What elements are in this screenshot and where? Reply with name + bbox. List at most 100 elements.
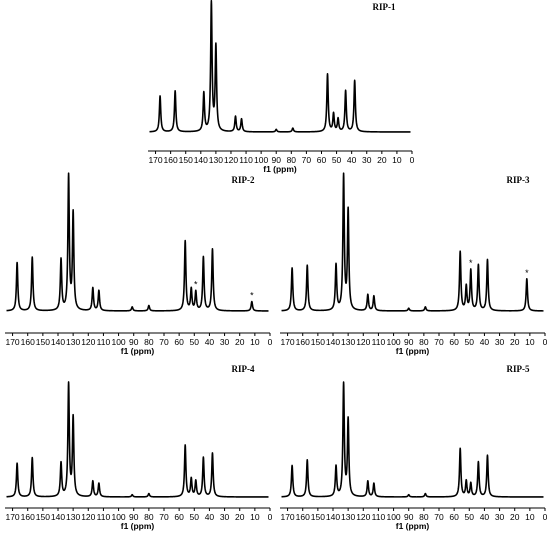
x-tick-label: 90 [404, 512, 414, 522]
x-tick-label: 150 [36, 512, 50, 522]
x-tick-label: 100 [111, 337, 125, 347]
x-tick-label: 20 [235, 512, 245, 522]
spectrum-panel-5: 170 160 150 140 130 120 110 100 90 80 70 60 50 40 30 20… [280, 364, 548, 531]
x-tick-label: 150 [311, 337, 325, 347]
x-tick-label: 150 [179, 155, 193, 165]
x-tick-label: 120 [356, 337, 370, 347]
x-tick-label: 90 [129, 512, 139, 522]
x-tick-label: 140 [51, 337, 65, 347]
x-tick-label: 110 [97, 337, 111, 347]
spectrum-panel-4: 170 160 150 140 130 120 110 100 90 80 70 60 50 40 30 20… [5, 364, 273, 531]
x-tick-label: 50 [332, 155, 342, 165]
x-tick-label: 80 [287, 155, 297, 165]
x-tick-label: 0 [543, 512, 548, 522]
panel-title: RIP-1 [373, 2, 396, 12]
x-tick-label: 30 [220, 337, 230, 347]
x-tick-label: 50 [465, 337, 475, 347]
x-tick-label: 140 [326, 337, 340, 347]
x-tick-label: 60 [449, 337, 459, 347]
panel-title: RIP-4 [232, 364, 255, 374]
x-tick-label: 50 [190, 337, 200, 347]
spectrum-panel-1: 170 160 150 140 130 120 110 100 90 80 70 60 50 40 30 20… [148, 0, 415, 174]
x-tick-label: 100 [111, 512, 125, 522]
x-tick-label: 170 [148, 155, 162, 165]
x-tick-label: 120 [81, 512, 95, 522]
x-tick-label: 70 [434, 512, 444, 522]
x-tick-label: 160 [21, 512, 35, 522]
x-tick-label: 50 [190, 512, 200, 522]
x-tick-label: 110 [239, 155, 253, 165]
x-tick-label: 20 [510, 337, 520, 347]
x-tick-label: 0 [543, 337, 548, 347]
x-tick-label: 0 [268, 512, 273, 522]
panel-title: RIP-5 [507, 364, 530, 374]
x-tick-label: 80 [419, 512, 429, 522]
x-tick-label: 60 [317, 155, 327, 165]
x-tick-label: 10 [525, 512, 535, 522]
impurity-star-label: * [194, 279, 198, 289]
x-tick-label: 90 [129, 337, 139, 347]
x-tick-label: 0 [410, 155, 415, 165]
x-tick-label: 60 [174, 512, 184, 522]
x-tick-label: 140 [326, 512, 340, 522]
x-tick-label: 40 [347, 155, 357, 165]
x-tick-label: 10 [392, 155, 402, 165]
x-axis-title: f1 (ppm) [396, 521, 430, 531]
x-tick-label: 130 [66, 337, 80, 347]
x-tick-label: 30 [362, 155, 372, 165]
x-tick-label: 10 [250, 512, 260, 522]
x-tick-label: 70 [302, 155, 312, 165]
x-axis-title: f1 (ppm) [396, 346, 430, 356]
x-tick-label: 50 [465, 512, 475, 522]
x-tick-label: 160 [164, 155, 178, 165]
x-axis-title: f1 (ppm) [263, 164, 297, 174]
x-tick-label: 120 [81, 337, 95, 347]
x-tick-label: 160 [296, 512, 310, 522]
x-tick-label: 30 [220, 512, 230, 522]
x-tick-label: 40 [205, 337, 215, 347]
x-tick-label: 160 [296, 337, 310, 347]
x-tick-label: 110 [372, 337, 386, 347]
x-tick-label: 80 [144, 512, 154, 522]
spectrum-trace [5, 172, 270, 312]
x-tick-label: 140 [194, 155, 208, 165]
x-tick-label: 120 [356, 512, 370, 522]
x-tick-label: 150 [36, 337, 50, 347]
x-tick-label: 70 [159, 337, 169, 347]
impurity-star-label: * [469, 258, 473, 268]
x-tick-label: 20 [235, 337, 245, 347]
x-tick-label: 70 [159, 512, 169, 522]
x-tick-label: 20 [510, 512, 520, 522]
panel-title: RIP-3 [507, 175, 530, 185]
x-tick-label: 80 [144, 337, 154, 347]
x-axis-title: f1 (ppm) [121, 346, 155, 356]
x-tick-label: 80 [419, 337, 429, 347]
x-tick-label: 120 [224, 155, 238, 165]
x-tick-label: 10 [525, 337, 535, 347]
x-tick-label: 170 [280, 512, 294, 522]
impurity-star-label: * [250, 291, 254, 301]
x-tick-label: 130 [209, 155, 223, 165]
x-tick-label: 40 [480, 512, 490, 522]
x-tick-label: 90 [404, 337, 414, 347]
x-tick-label: 90 [271, 155, 281, 165]
spectrum-trace [280, 381, 545, 498]
x-tick-label: 130 [66, 512, 80, 522]
x-tick-label: 130 [341, 337, 355, 347]
x-tick-label: 30 [495, 512, 505, 522]
x-tick-label: 110 [97, 512, 111, 522]
panel-title: RIP-2 [232, 175, 255, 185]
spectrum-trace [148, 0, 412, 133]
x-tick-label: 170 [5, 512, 19, 522]
spectrum-panel-3: 170 160 150 140 130 120 110 100 90 80 70 60 50 40 30 20… [280, 172, 548, 356]
x-tick-label: 100 [386, 512, 400, 522]
x-tick-label: 150 [311, 512, 325, 522]
x-tick-label: 100 [254, 155, 268, 165]
x-tick-label: 0 [268, 337, 273, 347]
x-tick-label: 170 [5, 337, 19, 347]
x-tick-label: 60 [449, 512, 459, 522]
x-tick-label: 40 [205, 512, 215, 522]
x-tick-label: 160 [21, 337, 35, 347]
x-tick-label: 20 [377, 155, 387, 165]
